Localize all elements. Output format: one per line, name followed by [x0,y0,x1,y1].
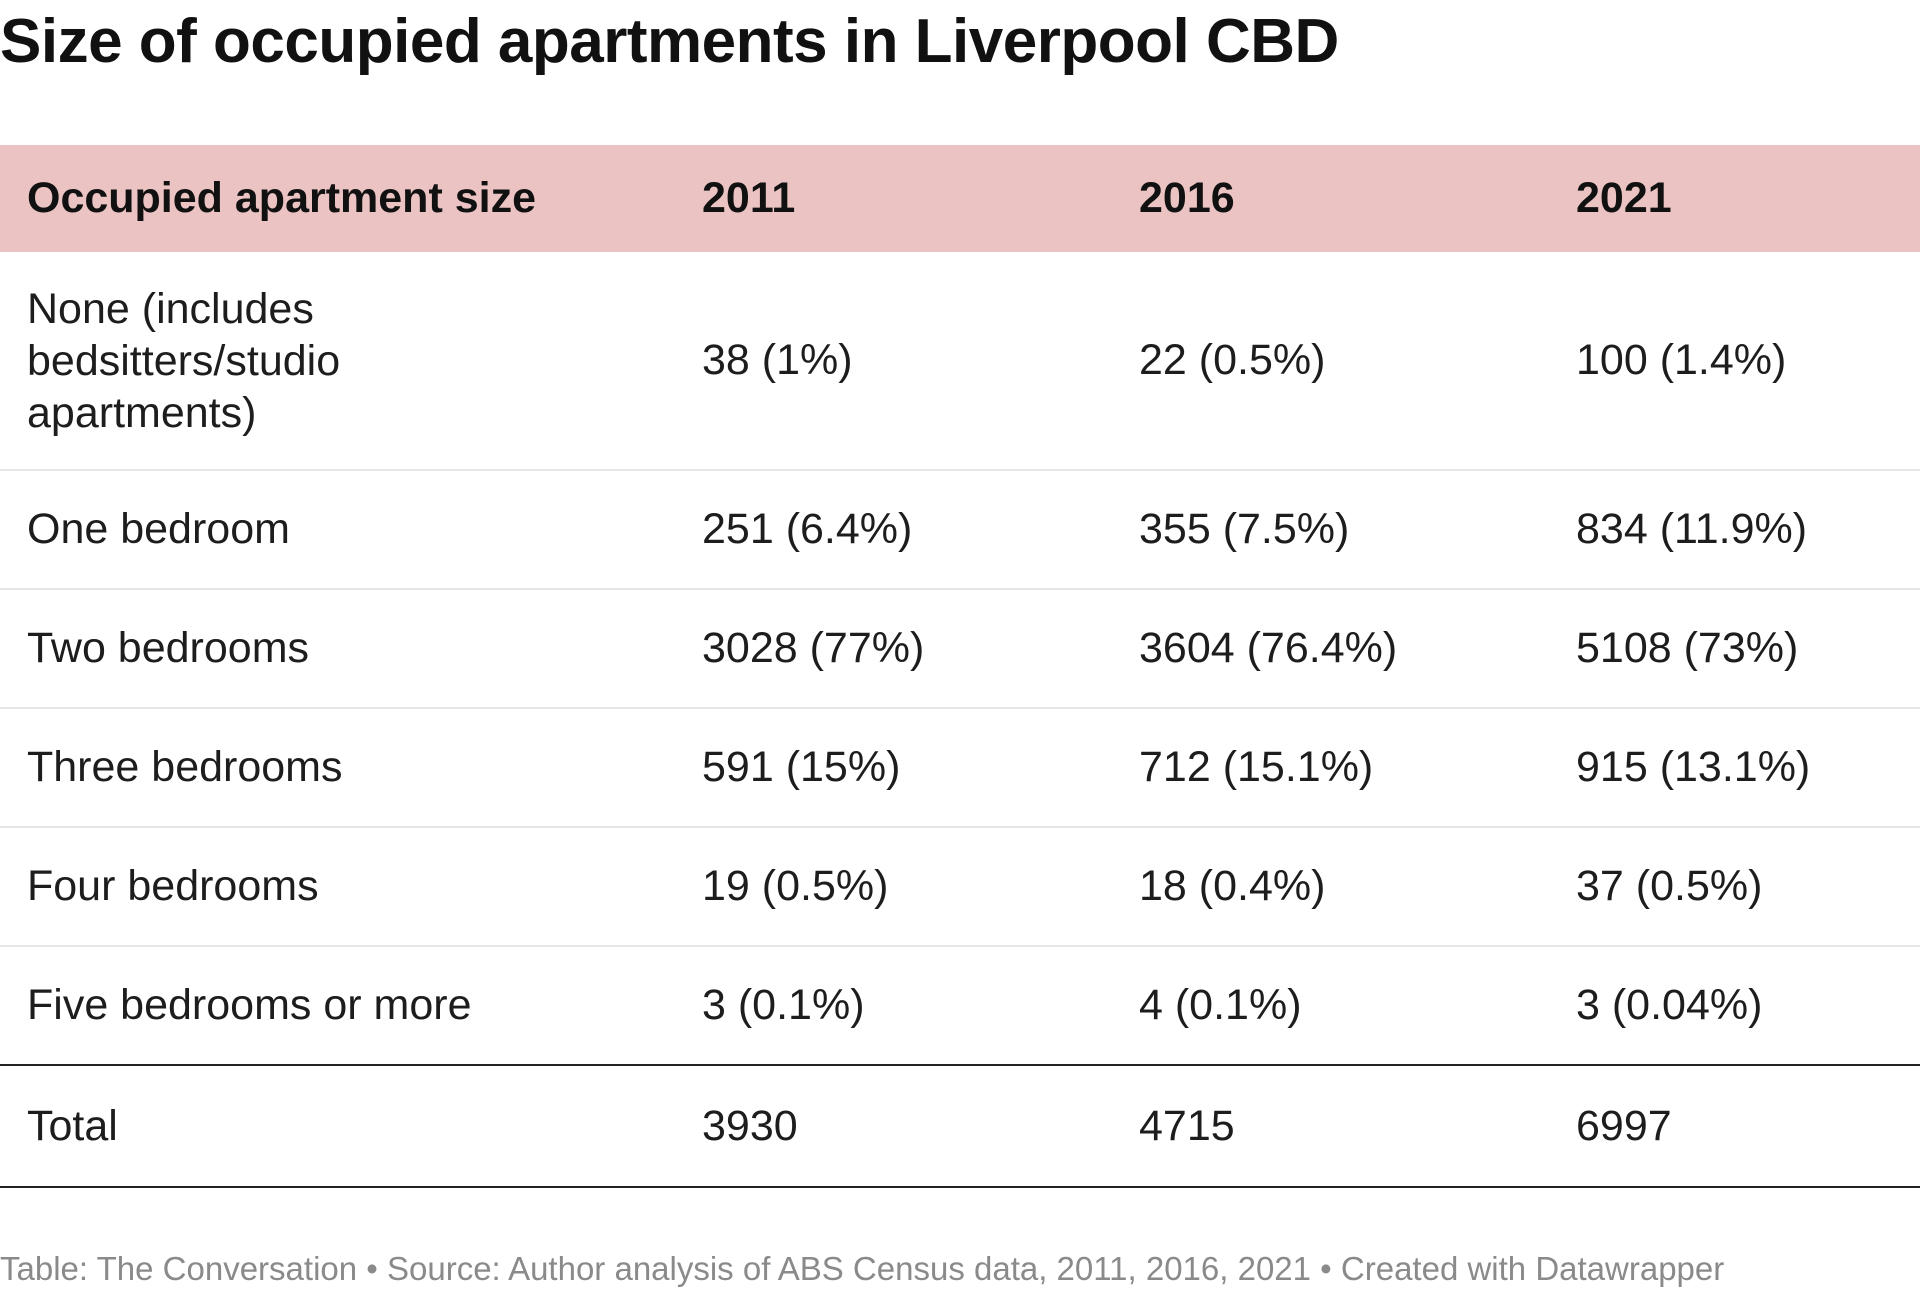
cell: 591 (15%) [675,708,1112,828]
cell: 915 (13.1%) [1549,708,1920,828]
cell: 251 (6.4%) [675,470,1112,590]
footer: Table: The Conversation • Source: Author… [0,1250,1725,1287]
total-row: Total 3930 4715 6997 [0,1065,1920,1188]
cell: 3 (0.1%) [675,946,1112,1066]
cell: 3028 (77%) [675,589,1112,709]
table-body: None (includes bedsitters/studio apartme… [0,252,1920,1188]
table-row: One bedroom 251 (6.4%) 355 (7.5%) 834 (11.9… [0,470,1920,590]
cell: 3 (0.04%) [1549,946,1920,1066]
table-row: Five bedrooms or more 3 (0.1%) 4 (0.1%) 3 (… [0,946,1920,1066]
cell: 38 (1%) [675,252,1112,471]
column-header: Occupied apartment size [0,145,675,252]
row-label: Two bedrooms [0,589,675,709]
table-row: Two bedrooms 3028 (77%) 3604 (76.4%) 5108 (… [0,589,1920,709]
cell: 37 (0.5%) [1549,827,1920,947]
cell-text: None (includes bedsitters/studio apartme… [27,284,341,437]
row-label: None (includes bedsitters/studio apartme… [0,252,675,471]
cell: 3604 (76.4%) [1112,589,1549,709]
data-table: Occupied apartment size 2011 2016 2021 None… [0,145,1920,1188]
table-row: Four bedrooms 19 (0.5%) 18 (0.4%) 37 (0.5%) [0,827,1920,947]
column-header: 2021 [1549,145,1920,252]
cell: 18 (0.4%) [1112,827,1549,947]
cell: 4 (0.1%) [1112,946,1549,1066]
row-label: Five bedrooms or more [0,946,675,1066]
cell: 712 (15.1%) [1112,708,1549,828]
cell: 4715 [1112,1065,1549,1188]
row-label: Four bedrooms [0,827,675,947]
row-label: Three bedrooms [0,708,675,828]
row-label: Total [0,1065,675,1188]
cell: 19 (0.5%) [675,827,1112,947]
cell: 6997 [1549,1065,1920,1188]
table-row: None (includes bedsitters/studio apartme… [0,252,1920,471]
row-label: One bedroom [0,470,675,590]
title: Size of occupied apartments in Liverpool… [0,7,1339,76]
cell: 355 (7.5%) [1112,470,1549,590]
cell: 3930 [675,1065,1112,1188]
column-header: 2011 [675,145,1112,252]
cell: 834 (11.9%) [1549,470,1920,590]
cell: 100 (1.4%) [1549,252,1920,471]
table-row: Three bedrooms 591 (15%) 712 (15.1%) 915 (1… [0,708,1920,828]
cell: 22 (0.5%) [1112,252,1549,471]
header-row: Occupied apartment size 2011 2016 2021 [0,145,1920,252]
column-header: 2016 [1112,145,1549,252]
cell: 5108 (73%) [1549,589,1920,709]
